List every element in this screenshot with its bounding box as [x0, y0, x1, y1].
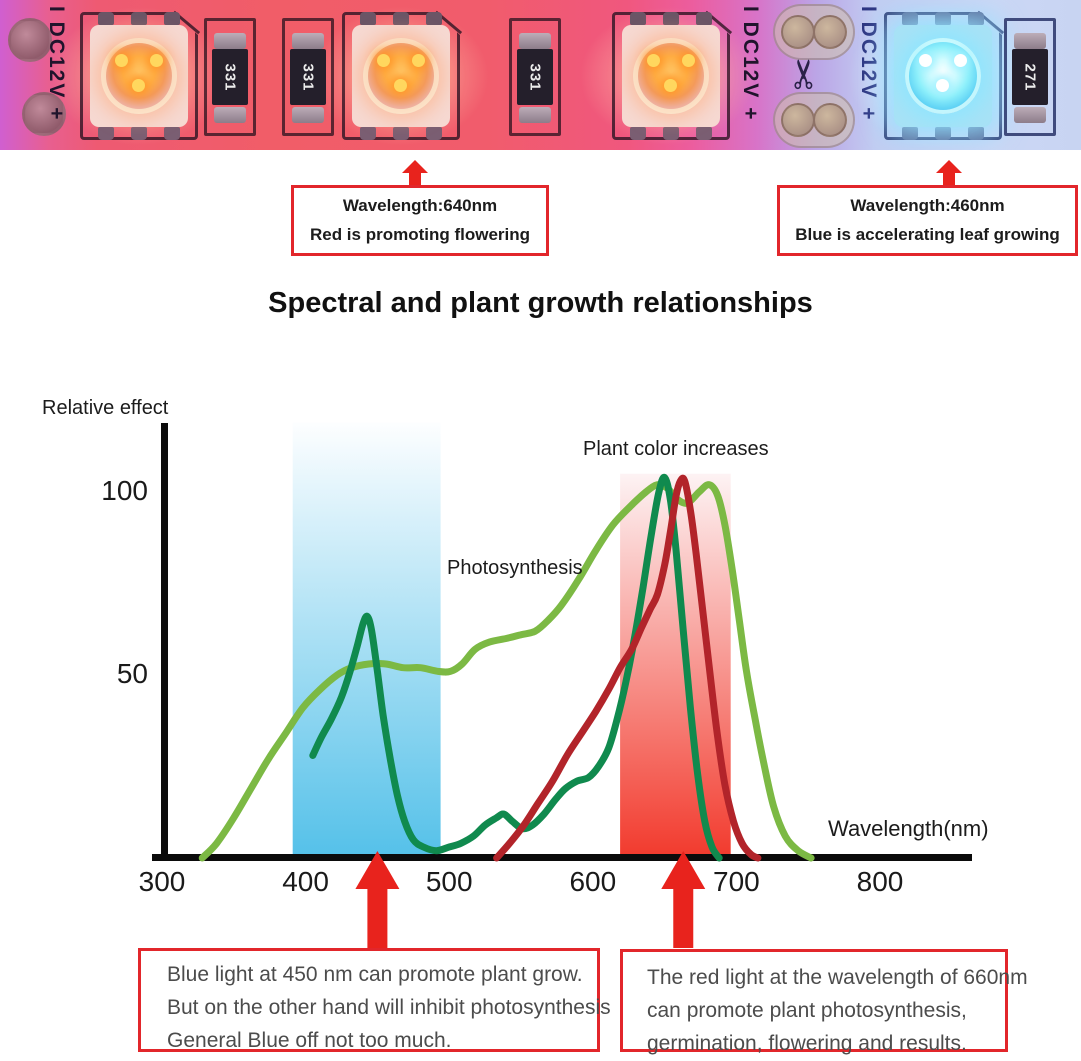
solder-pad [8, 18, 52, 62]
callout-line: The red light at the wavelength of 660nm [647, 966, 1028, 989]
resistor-code: 331 [299, 62, 317, 92]
led-lens [363, 38, 439, 114]
led-package [352, 25, 450, 127]
led-package [622, 25, 720, 127]
callout-blue-wavelength: Wavelength:460nm Blue is accelerating le… [777, 185, 1078, 256]
x-tick-label: 500 [425, 866, 473, 897]
x-tick-label: 400 [282, 866, 329, 897]
strip-marking-dc12v: I DC12V + [739, 6, 762, 122]
callout-line: General Blue off not too much. [167, 1029, 452, 1052]
led-lens [633, 38, 709, 114]
annotation-photosynthesis: Photosynthesis [447, 557, 583, 579]
callout-line: Blue is accelerating leaf growing [795, 224, 1060, 244]
plant-green-curve [309, 473, 723, 862]
callout-line: Red is promoting flowering [309, 224, 531, 244]
led-red-3 [612, 10, 733, 140]
resistor-code: 331 [526, 62, 544, 92]
led-blue [884, 10, 1005, 140]
led-red-1 [80, 10, 201, 140]
page-title: Spectral and plant growth relationships [268, 287, 813, 319]
x-tick-label: 600 [569, 866, 617, 897]
annotation-arrow-blue-led [936, 160, 962, 186]
red-light-band [620, 473, 731, 856]
resistor-331: 331 [509, 18, 561, 136]
led-package [90, 25, 188, 127]
x-axis [152, 854, 972, 861]
x-tick-label: 300 [138, 866, 186, 897]
x-tick-label: 800 [856, 866, 904, 897]
callout-red-wavelength: Wavelength:640nm Red is promoting flower… [291, 185, 549, 256]
callout-blue-light-info: Blue light at 450 nm can promote plant g… [138, 948, 611, 1052]
callout-line: can promote plant photosynthesis, [647, 999, 967, 1022]
led-lens [101, 38, 177, 114]
wavelength-pointer-arrow [355, 851, 400, 948]
callout-red-light-info: The red light at the wavelength of 660nm… [620, 949, 1028, 1055]
x-tick-label: 700 [713, 866, 760, 897]
cut-solder-pad [773, 92, 855, 148]
callout-line: germination, flowering and results. [647, 1032, 967, 1055]
led-lens [905, 38, 981, 114]
photosynthesis-curve [198, 481, 815, 862]
scissors-icon: ✂ [782, 57, 827, 91]
resistor-331: 331 [204, 18, 256, 136]
led-package [894, 25, 992, 127]
callout-line: But on the other hand will inhibit photo… [167, 996, 611, 1019]
strip-marking-dc12v: I DC12V + [857, 6, 880, 122]
led-red-2 [342, 10, 463, 140]
y-axis [161, 423, 168, 861]
annotation-arrow-red-led [402, 160, 428, 186]
y-axis-title: Relative effect [42, 397, 169, 419]
resistor-331: 331 [282, 18, 334, 136]
resistor-271: 271 [1004, 18, 1056, 136]
callout-line: Wavelength:460nm [850, 196, 1005, 216]
callout-line: Wavelength:640nm [342, 196, 498, 216]
y-tick-label: 100 [101, 475, 148, 506]
resistor-code: 271 [1021, 62, 1039, 92]
solder-pad [22, 92, 66, 136]
strip-marking-dc12v: I DC12V + [45, 6, 68, 122]
blue-light-band [292, 422, 441, 856]
cut-solder-pad [773, 4, 855, 60]
resistor-code: 331 [221, 62, 239, 92]
led-strip-photo: I DC12V + I DC12V + I DC12V + [0, 0, 1081, 150]
plant-red-curve [493, 474, 762, 862]
callout-line: Blue light at 450 nm can promote plant g… [167, 963, 583, 986]
annotation-plant-color: Plant color increases [583, 438, 769, 460]
y-tick-label: 50 [116, 658, 148, 689]
x-axis-title: Wavelength(nm) [828, 816, 989, 841]
